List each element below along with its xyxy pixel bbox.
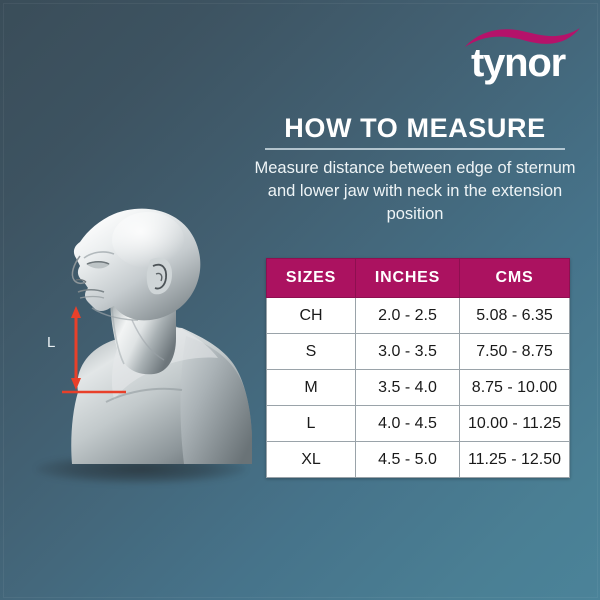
size-chart-table-container: SIZES INCHES CMS CH 2.0 - 2.5 5.08 - 6.3… bbox=[266, 258, 570, 478]
measure-arrow-icon bbox=[62, 306, 126, 394]
table-header-row: SIZES INCHES CMS bbox=[266, 258, 570, 298]
table-header: SIZES INCHES CMS bbox=[266, 258, 570, 298]
cell-size: M bbox=[266, 369, 356, 406]
mannequin-bust-graphic bbox=[71, 208, 252, 464]
cell-inches: 4.0 - 4.5 bbox=[355, 405, 460, 442]
column-header-sizes: SIZES bbox=[266, 258, 356, 298]
logo-swoosh-icon bbox=[465, 28, 580, 47]
table-row: XL 4.5 - 5.0 11.25 - 12.50 bbox=[266, 441, 570, 478]
cell-size: CH bbox=[266, 297, 356, 334]
instruction-text: Measure distance between edge of sternum… bbox=[254, 159, 576, 223]
cell-inches: 4.5 - 5.0 bbox=[355, 441, 460, 478]
cell-size: XL bbox=[266, 441, 356, 478]
column-header-cms: CMS bbox=[459, 258, 570, 298]
cell-cms: 5.08 - 6.35 bbox=[459, 297, 570, 334]
mannequin-illustration: L bbox=[14, 196, 264, 496]
cell-cms: 8.75 - 10.00 bbox=[459, 369, 570, 406]
size-chart-table: SIZES INCHES CMS CH 2.0 - 2.5 5.08 - 6.3… bbox=[266, 258, 570, 478]
table-row: M 3.5 - 4.0 8.75 - 10.00 bbox=[266, 369, 570, 406]
title-divider bbox=[265, 148, 565, 150]
cell-cms: 11.25 - 12.50 bbox=[459, 441, 570, 478]
table-row: CH 2.0 - 2.5 5.08 - 6.35 bbox=[266, 297, 570, 334]
table-row: S 3.0 - 3.5 7.50 - 8.75 bbox=[266, 333, 570, 370]
cell-inches: 3.0 - 3.5 bbox=[355, 333, 460, 370]
column-header-inches: INCHES bbox=[355, 258, 460, 298]
cell-size: S bbox=[266, 333, 356, 370]
cell-cms: 7.50 - 8.75 bbox=[459, 333, 570, 370]
table-body: CH 2.0 - 2.5 5.08 - 6.35 S 3.0 - 3.5 7.5… bbox=[266, 297, 570, 478]
page-title: HOW TO MEASURE bbox=[284, 113, 546, 143]
cell-cms: 10.00 - 11.25 bbox=[459, 405, 570, 442]
table-row: L 4.0 - 4.5 10.00 - 11.25 bbox=[266, 405, 570, 442]
tynor-logo: tynor bbox=[452, 24, 584, 86]
cell-size: L bbox=[266, 405, 356, 442]
measure-annotation: L bbox=[14, 196, 264, 501]
logo-wordmark: tynor bbox=[470, 41, 566, 85]
cell-inches: 2.0 - 2.5 bbox=[355, 297, 460, 334]
cell-inches: 3.5 - 4.0 bbox=[355, 369, 460, 406]
measure-label-L: L bbox=[47, 334, 56, 351]
